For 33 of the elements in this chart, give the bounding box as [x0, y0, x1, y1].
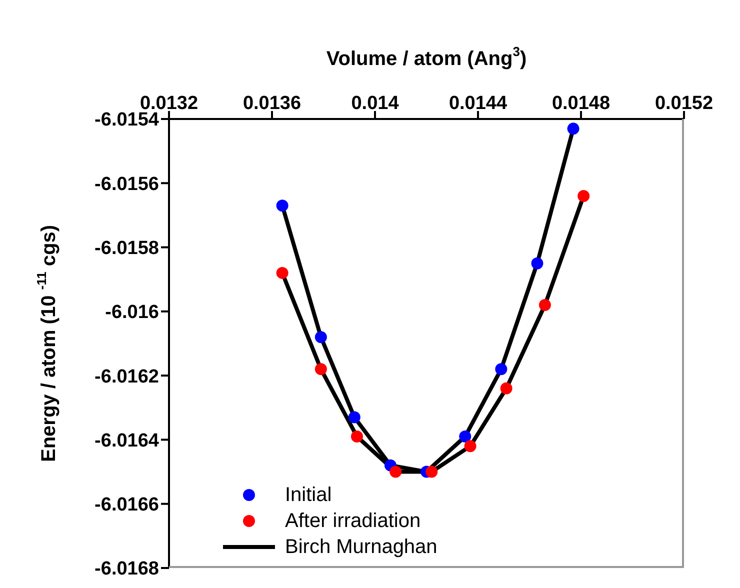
legend-label: Initial [285, 483, 332, 508]
point [500, 382, 512, 394]
y-tick-label: -6.0164 [94, 430, 160, 452]
x-tick-label: 0.0152 [654, 93, 714, 114]
legend-label: Birch Murnaghan [285, 535, 438, 560]
point [314, 363, 327, 376]
point [578, 190, 590, 202]
point [348, 411, 360, 424]
point [426, 466, 438, 478]
point [390, 466, 402, 478]
y-tick-label: -6.0166 [94, 494, 159, 516]
point [464, 440, 476, 452]
x-tick-label: 0.0136 [242, 93, 302, 114]
y-tick-label: -6.016 [105, 302, 159, 324]
y-tick-label: -6.0158 [94, 238, 159, 260]
point [276, 200, 288, 212]
x-tick-label: 0.014 [351, 93, 400, 114]
y-tick-label: -6.0168 [94, 558, 159, 580]
x-tick-label: 0.0148 [552, 93, 610, 114]
point [350, 430, 363, 443]
x-axis-title: Volume / atom (Ang$^{3}$) [326, 44, 527, 70]
point [314, 331, 327, 344]
x-tick-label: 0.0144 [448, 93, 508, 114]
point [531, 257, 544, 270]
legend-label: After irradiation [285, 509, 421, 534]
y-tick-label: -6.0156 [94, 174, 159, 195]
point [538, 299, 551, 312]
point [459, 430, 472, 443]
point [495, 363, 508, 376]
point [567, 122, 580, 135]
y-tick-label: -6.0154 [94, 110, 160, 131]
point [276, 266, 288, 279]
y-tick-label: -6.0162 [94, 366, 159, 388]
